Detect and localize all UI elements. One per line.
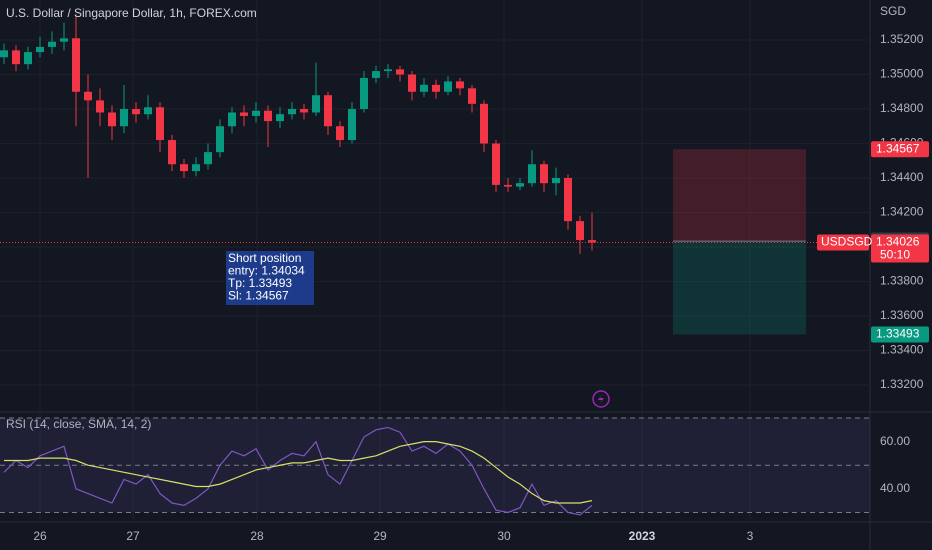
candle-body	[420, 84, 428, 92]
rsi-sma-line	[4, 441, 593, 504]
sl-label-bg	[871, 141, 929, 158]
candle-body	[576, 221, 584, 241]
candle-body	[156, 107, 164, 141]
x-tick-label: 2023	[629, 529, 656, 543]
candle-body	[300, 109, 308, 113]
y-tick-label: 1.33200	[880, 377, 924, 391]
candle-body	[228, 112, 236, 127]
event-icon-bolt	[598, 393, 604, 405]
candle-body	[480, 103, 488, 144]
y-tick-label: 1.34800	[880, 101, 924, 115]
candle-body	[96, 100, 104, 113]
candle-body	[36, 46, 44, 53]
sl-label: 1.34567	[876, 141, 920, 155]
candle-body	[312, 95, 320, 113]
annotation-box	[226, 251, 314, 305]
candle-body	[0, 50, 8, 58]
stop-zone	[673, 149, 806, 242]
y-tick-label: 1.35200	[880, 32, 924, 46]
annotation-line: Short position	[228, 251, 301, 265]
candle-body	[552, 178, 560, 184]
candle-body	[516, 183, 524, 187]
candle-body	[336, 126, 344, 141]
symbol-bg	[817, 234, 869, 251]
y-tick-label: 1.33600	[880, 308, 924, 322]
event-icon[interactable]	[592, 390, 610, 408]
candle-body	[396, 69, 404, 75]
grid: 1.352001.350001.348001.346001.344001.342…	[0, 32, 924, 513]
annotation-line: Tp: 1.33493	[228, 276, 292, 290]
target-zone	[673, 241, 806, 335]
annotation-line: entry: 1.34034	[228, 264, 305, 278]
x-tick-label: 29	[373, 529, 387, 543]
y-tick-label: 1.33400	[880, 343, 924, 357]
marks	[0, 14, 596, 516]
x-tick-label: 26	[33, 529, 47, 543]
candle-body	[360, 77, 368, 110]
candle-body	[120, 109, 128, 127]
candle-body	[48, 41, 56, 47]
candle-body	[468, 88, 476, 104]
candle-body	[456, 81, 464, 89]
rsi-tick-label: 60.00	[880, 434, 910, 448]
candle-body	[168, 140, 176, 165]
chart-title: U.S. Dollar / Singapore Dollar, 1h, FORE…	[6, 6, 257, 20]
candle-body	[276, 114, 284, 122]
candle-body	[192, 164, 200, 172]
tp-label-bg	[871, 326, 929, 343]
candle-body	[444, 81, 452, 92]
candle-body	[240, 112, 248, 116]
candle-body	[372, 71, 380, 78]
rsi-title: RSI (14, close, SMA, 14, 2)	[6, 417, 151, 431]
candle-body	[432, 84, 440, 92]
x-tick-label: 27	[126, 529, 140, 543]
y-tick-label: 1.33800	[880, 274, 924, 288]
x-tick-label: 28	[250, 529, 264, 543]
candle-body	[72, 38, 80, 92]
candle-body	[324, 95, 332, 127]
rsi-tick-label: 40.00	[880, 481, 910, 495]
candle-body	[12, 50, 20, 65]
candle-body	[288, 109, 296, 115]
candle-body	[588, 240, 596, 243]
currency: SGD	[880, 4, 906, 18]
tp-label: 1.33493	[876, 327, 920, 341]
candle-body	[528, 164, 536, 184]
candle-body	[252, 110, 260, 116]
y-tick-label: 1.34400	[880, 170, 924, 184]
x-tick-label: 30	[497, 529, 511, 543]
y-tick-label: 1.34200	[880, 205, 924, 219]
y-tick-label: 1.35000	[880, 67, 924, 81]
candle-body	[564, 178, 572, 222]
annotation-line: Sl: 1.34567	[228, 289, 289, 303]
candle-body	[408, 74, 416, 92]
candle-body	[492, 143, 500, 185]
symbol-label: USDSGD	[821, 235, 873, 249]
candle-body	[60, 38, 68, 42]
price-label-bg	[871, 234, 929, 263]
candle-body	[504, 184, 512, 187]
countdown: 50:10	[880, 248, 910, 262]
candle-body	[264, 110, 272, 122]
candle-body	[132, 109, 140, 115]
candle-body	[384, 69, 392, 72]
candle-body	[348, 109, 356, 141]
candle-body	[108, 112, 116, 127]
rsi-line	[3, 426, 593, 516]
candle-body	[84, 91, 92, 101]
price-label: 1.34026	[876, 235, 920, 249]
candle-body	[216, 126, 224, 153]
candle-body	[540, 164, 548, 184]
candle-body	[180, 164, 188, 172]
x-tick-label: 3	[747, 529, 754, 543]
candle-body	[204, 152, 212, 165]
candle-body	[144, 107, 152, 115]
candle-body	[24, 52, 32, 65]
